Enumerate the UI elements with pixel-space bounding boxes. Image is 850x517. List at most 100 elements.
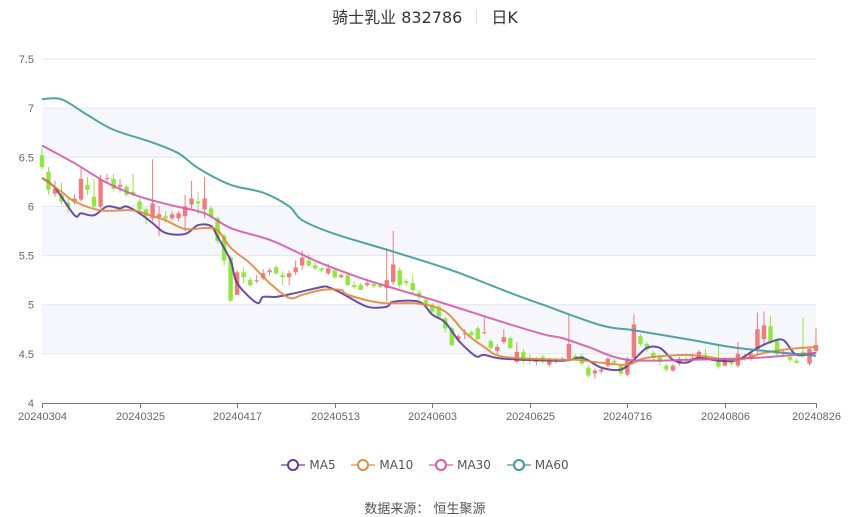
legend-label: MA5 bbox=[309, 458, 336, 472]
candle-body bbox=[65, 202, 71, 207]
candle-body bbox=[169, 214, 175, 219]
candle[interactable] bbox=[592, 368, 598, 379]
candle[interactable] bbox=[176, 211, 181, 222]
candle[interactable] bbox=[306, 253, 311, 268]
candle[interactable] bbox=[117, 178, 123, 193]
candle-body bbox=[85, 184, 90, 190]
candle[interactable] bbox=[91, 178, 97, 209]
candle[interactable] bbox=[670, 363, 676, 372]
candle[interactable] bbox=[98, 174, 103, 209]
candle[interactable] bbox=[130, 173, 136, 197]
legend-item-ma30[interactable]: MA30 bbox=[429, 458, 491, 472]
candle[interactable] bbox=[104, 173, 110, 183]
y-tick-label: 5.5 bbox=[19, 251, 34, 263]
candle[interactable] bbox=[612, 358, 617, 364]
candle[interactable] bbox=[716, 344, 721, 369]
candle-body bbox=[254, 280, 259, 282]
legend-label: MA60 bbox=[534, 458, 569, 472]
candle[interactable] bbox=[319, 267, 324, 272]
candle[interactable] bbox=[664, 363, 669, 372]
x-tick-label: 20240304 bbox=[18, 411, 67, 423]
candle-body bbox=[482, 332, 487, 334]
candle-body bbox=[247, 280, 253, 286]
candle[interactable] bbox=[78, 167, 84, 202]
legend-item-ma10[interactable]: MA10 bbox=[351, 458, 413, 472]
legend-label: MA10 bbox=[379, 458, 414, 472]
candle-body bbox=[638, 336, 643, 345]
candle[interactable] bbox=[677, 356, 682, 366]
x-tick-label: 20240513 bbox=[311, 411, 360, 423]
candle[interactable] bbox=[338, 273, 344, 279]
candle[interactable] bbox=[384, 247, 389, 302]
y-tick-label: 4 bbox=[28, 398, 34, 410]
y-tick-label: 5 bbox=[28, 300, 34, 312]
candle[interactable] bbox=[586, 365, 591, 378]
candle[interactable] bbox=[169, 211, 175, 221]
candle[interactable] bbox=[436, 304, 441, 320]
candle[interactable] bbox=[761, 311, 767, 345]
candle-body bbox=[696, 351, 702, 358]
x-tick-label: 20240417 bbox=[213, 411, 262, 423]
ma60-marker-icon bbox=[506, 459, 531, 471]
candle[interactable] bbox=[774, 339, 780, 356]
candle-body bbox=[501, 337, 506, 343]
candle[interactable] bbox=[605, 356, 611, 368]
candle[interactable] bbox=[397, 267, 402, 289]
candle[interactable] bbox=[352, 281, 357, 289]
candle[interactable] bbox=[241, 267, 246, 284]
candle[interactable] bbox=[807, 346, 812, 366]
candle[interactable] bbox=[430, 302, 435, 313]
candle[interactable] bbox=[638, 334, 643, 346]
candle[interactable] bbox=[391, 231, 396, 286]
candle[interactable] bbox=[182, 194, 188, 231]
candle[interactable] bbox=[482, 316, 487, 335]
candle[interactable] bbox=[631, 314, 637, 360]
candle[interactable] bbox=[137, 198, 142, 212]
candle[interactable] bbox=[312, 262, 318, 271]
ma30-marker-icon bbox=[429, 459, 454, 471]
period-label[interactable]: 日K bbox=[491, 8, 518, 27]
candle[interactable] bbox=[794, 358, 799, 364]
candle-body bbox=[469, 332, 474, 336]
candle[interactable] bbox=[501, 329, 506, 345]
candle[interactable] bbox=[189, 180, 194, 209]
candle[interactable] bbox=[85, 176, 90, 195]
candle[interactable] bbox=[72, 194, 77, 205]
legend-item-ma5[interactable]: MA5 bbox=[281, 458, 336, 472]
candle[interactable] bbox=[566, 314, 572, 360]
candle[interactable] bbox=[488, 339, 493, 350]
header-divider bbox=[476, 10, 478, 24]
candle[interactable] bbox=[247, 277, 253, 288]
candle[interactable] bbox=[508, 336, 513, 349]
candle-body bbox=[761, 325, 767, 340]
candle[interactable] bbox=[39, 147, 45, 170]
candle[interactable] bbox=[651, 350, 656, 360]
candle-body bbox=[306, 260, 311, 266]
candle[interactable] bbox=[202, 176, 207, 219]
candle[interactable] bbox=[254, 275, 259, 284]
candle[interactable] bbox=[404, 279, 409, 287]
candle[interactable] bbox=[150, 159, 155, 222]
candle-body bbox=[573, 355, 578, 359]
candle-body bbox=[319, 268, 324, 271]
candle[interactable] bbox=[156, 206, 162, 236]
candle[interactable] bbox=[280, 271, 285, 286]
y-axis: 4 4.5 5 5.5 6 6.5 7 7.5 bbox=[19, 54, 34, 410]
candle-body bbox=[436, 306, 441, 317]
candle[interactable] bbox=[768, 316, 773, 345]
candle[interactable] bbox=[495, 344, 500, 354]
candle[interactable] bbox=[410, 275, 415, 293]
candle[interactable] bbox=[286, 270, 292, 286]
candle[interactable] bbox=[267, 268, 272, 276]
candle-body bbox=[352, 285, 357, 288]
candle[interactable] bbox=[469, 330, 474, 338]
candle[interactable] bbox=[111, 173, 116, 191]
candle[interactable] bbox=[293, 260, 298, 276]
candle[interactable] bbox=[358, 283, 363, 290]
candle-body bbox=[404, 281, 409, 284]
candle[interactable] bbox=[273, 265, 279, 276]
candle[interactable] bbox=[521, 348, 526, 364]
candle[interactable] bbox=[475, 326, 480, 341]
legend-item-ma60[interactable]: MA60 bbox=[506, 458, 569, 472]
